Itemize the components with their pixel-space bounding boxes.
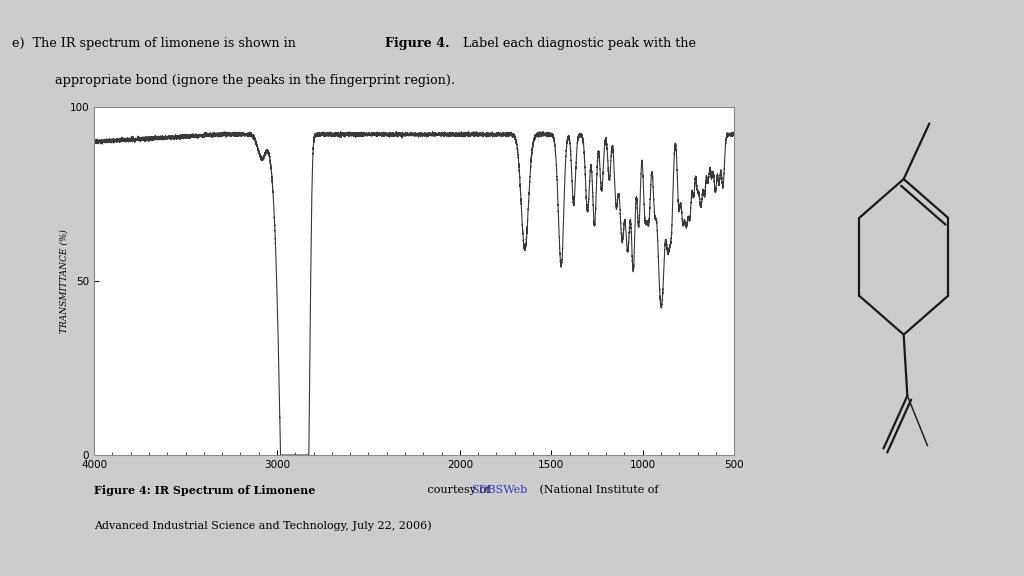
Text: SDBSWeb: SDBSWeb	[471, 485, 527, 495]
Text: (National Institute of: (National Institute of	[536, 485, 658, 495]
Text: Figure 4.: Figure 4.	[385, 37, 450, 51]
Text: e)  The IR spectrum of limonene is shown in: e) The IR spectrum of limonene is shown …	[12, 37, 300, 51]
Text: courtesy of: courtesy of	[424, 485, 494, 495]
Y-axis label: TRANSMITTANCE (%): TRANSMITTANCE (%)	[59, 229, 69, 333]
Text: Label each diagnostic peak with the: Label each diagnostic peak with the	[459, 37, 695, 51]
Text: Figure 4: IR Spectrum of Limonene: Figure 4: IR Spectrum of Limonene	[94, 485, 315, 496]
Text: appropriate bond (ignore the peaks in the fingerprint region).: appropriate bond (ignore the peaks in th…	[55, 74, 456, 87]
Text: Advanced Industrial Science and Technology, July 22, 2006): Advanced Industrial Science and Technolo…	[94, 521, 432, 531]
